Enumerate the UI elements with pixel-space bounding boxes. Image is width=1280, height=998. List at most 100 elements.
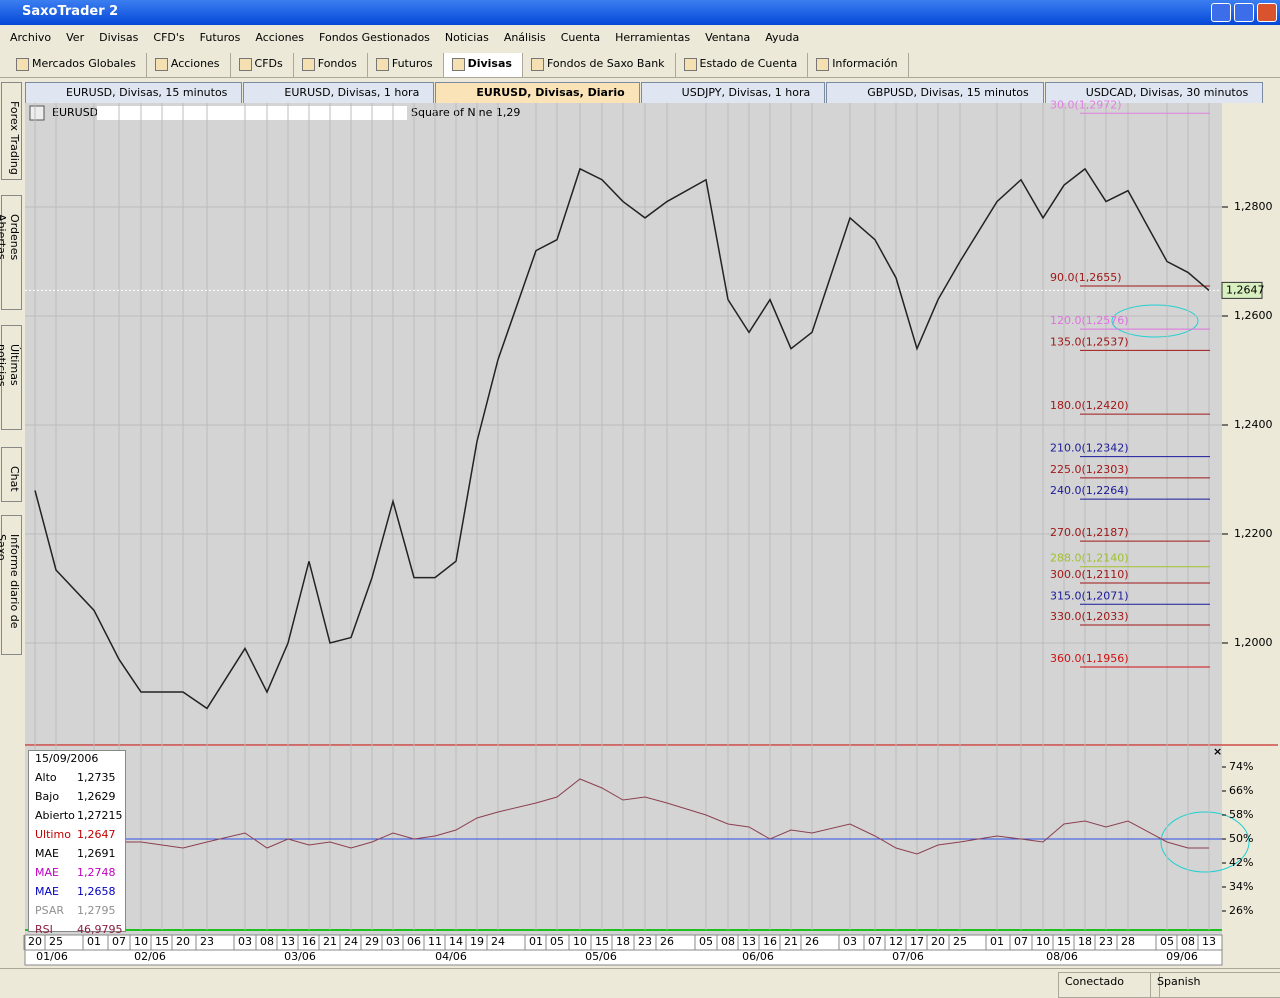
toolbar-button[interactable]: Fondos xyxy=(294,53,368,77)
toolbar-button[interactable]: Estado de Cuenta xyxy=(676,53,809,77)
level-label: 330.0(1,2033) xyxy=(1050,610,1129,623)
day-label: 21 xyxy=(784,935,798,948)
symbol-input[interactable] xyxy=(97,106,407,120)
info-row: MAE 1,2691 xyxy=(29,846,125,865)
chart-tab[interactable]: EURUSD, Divisas, 1 hora xyxy=(243,82,435,106)
window-title: SaxoTrader 2 xyxy=(22,4,119,19)
day-label: 18 xyxy=(616,935,630,948)
rsi-line xyxy=(34,778,1209,855)
info-value: 1,2647 xyxy=(77,828,116,841)
chart-tab[interactable]: EURUSD, Divisas, 15 minutos xyxy=(25,82,243,106)
toolbar-button[interactable]: Información xyxy=(808,53,909,77)
toolbar-button[interactable]: Futuros xyxy=(368,53,444,77)
maximize-button[interactable] xyxy=(1234,3,1254,22)
rsi-tick-label: 26% xyxy=(1229,904,1253,917)
menu-item[interactable]: Acciones xyxy=(255,31,305,44)
level-label: 180.0(1,2420) xyxy=(1050,399,1129,412)
day-label: 25 xyxy=(953,935,967,948)
close-button[interactable] xyxy=(1257,3,1277,22)
menu-item[interactable]: Divisas xyxy=(99,31,139,44)
side-tab[interactable]: Chat xyxy=(1,447,22,502)
info-label: MAE xyxy=(35,847,59,860)
menu-item[interactable]: Futuros xyxy=(199,31,241,44)
title-bar: SaxoTrader 2 xyxy=(0,0,1280,25)
day-label: 16 xyxy=(763,935,777,948)
menu-item[interactable]: Ayuda xyxy=(765,31,800,44)
info-label: PSAR xyxy=(35,904,64,917)
day-label: 23 xyxy=(638,935,652,948)
day-label: 01 xyxy=(990,935,1004,948)
info-value: 1,2748 xyxy=(77,866,116,879)
day-label: 07 xyxy=(112,935,126,948)
minimize-button[interactable] xyxy=(1211,3,1231,22)
level-label: 270.0(1,2187) xyxy=(1050,526,1129,539)
level-label: 360.0(1,1956) xyxy=(1050,652,1129,665)
rsi-tick-label: 34% xyxy=(1229,880,1253,893)
side-tab[interactable]: Forex Trading xyxy=(1,82,22,180)
price-tick-label: 1,2400 xyxy=(1234,418,1273,431)
status-bar: Conectado Spanish xyxy=(0,968,1280,998)
axis-panel xyxy=(1222,103,1278,935)
menu-item[interactable]: Noticias xyxy=(444,31,489,44)
info-row: MAE 1,2658 xyxy=(29,884,125,903)
side-tab[interactable]: Últimas noticias xyxy=(0,325,22,430)
side-tab[interactable]: Informe diario de Saxo xyxy=(0,515,22,655)
day-label: 25 xyxy=(49,935,63,948)
menu-item[interactable]: Ventana xyxy=(705,31,751,44)
day-label: 03 xyxy=(386,935,400,948)
day-label: 08 xyxy=(1181,935,1195,948)
month-label: 01/06 xyxy=(36,950,68,963)
level-label: 240.0(1,2264) xyxy=(1050,484,1129,497)
day-label: 01 xyxy=(529,935,543,948)
chart-tab[interactable]: GBPUSD, Divisas, 15 minutos xyxy=(826,82,1044,106)
menu-item[interactable]: CFD's xyxy=(153,31,185,44)
toolbar-button[interactable]: CFDs xyxy=(231,53,294,77)
menu-item[interactable]: Análisis xyxy=(503,31,546,44)
day-label: 03 xyxy=(843,935,857,948)
month-label: 07/06 xyxy=(892,950,924,963)
price-line xyxy=(34,167,1210,710)
toolbar-button[interactable]: Fondos de Saxo Bank xyxy=(523,53,676,77)
menu-item[interactable]: Fondos Gestionados xyxy=(319,31,430,44)
month-label: 03/06 xyxy=(284,950,316,963)
day-label: 15 xyxy=(155,935,169,948)
info-value: 1,2658 xyxy=(77,885,116,898)
info-value: 1,2735 xyxy=(77,771,116,784)
day-label: 15 xyxy=(1057,935,1071,948)
month-label: 02/06 xyxy=(134,950,166,963)
menu-item[interactable]: Cuenta xyxy=(560,31,601,44)
highlight-ellipse xyxy=(1160,811,1250,873)
info-panel: 15/09/2006 Alto 1,2735 Bajo 1,2629 Abierto 1,2… xyxy=(28,750,126,936)
chart-tab[interactable]: USDJPY, Divisas, 1 hora xyxy=(640,82,826,106)
level-label: 210.0(1,2342) xyxy=(1050,442,1129,455)
day-label: 24 xyxy=(491,935,505,948)
menu-item[interactable]: Ver xyxy=(66,31,85,44)
symbol-dropdown[interactable] xyxy=(29,105,45,121)
info-row: RSI 46,9795 xyxy=(29,922,125,941)
language: Spanish xyxy=(1150,972,1280,998)
side-tab[interactable]: Ordenes Abiertas xyxy=(0,195,22,310)
info-value: 46,9795 xyxy=(77,923,123,936)
day-label: 20 xyxy=(28,935,42,948)
rsi-tick-label: 42% xyxy=(1229,856,1253,869)
close-panel[interactable]: × xyxy=(1213,745,1222,758)
level-label: 135.0(1,2537) xyxy=(1050,335,1129,348)
day-label: 24 xyxy=(344,935,358,948)
info-label: Ultimo xyxy=(35,828,71,841)
info-label: MAE xyxy=(35,885,59,898)
toolbar-button[interactable]: Divisas xyxy=(443,53,523,77)
menu-item[interactable]: Herramientas xyxy=(615,31,691,44)
toolbar-button[interactable]: Mercados Globales xyxy=(8,53,147,77)
toolbar-button[interactable]: Acciones xyxy=(147,53,231,77)
day-label: 08 xyxy=(721,935,735,948)
day-label: 18 xyxy=(1078,935,1092,948)
info-row: Alto 1,2735 xyxy=(29,770,125,789)
info-value: 1,2629 xyxy=(77,790,116,803)
day-label: 10 xyxy=(134,935,148,948)
info-label: MAE xyxy=(35,866,59,879)
menu-item[interactable]: Archivo xyxy=(10,31,52,44)
chart-tab[interactable]: EURUSD, Divisas, Diario xyxy=(435,82,640,106)
chart-tab[interactable]: USDCAD, Divisas, 30 minutos xyxy=(1044,82,1264,106)
day-label: 07 xyxy=(1014,935,1028,948)
